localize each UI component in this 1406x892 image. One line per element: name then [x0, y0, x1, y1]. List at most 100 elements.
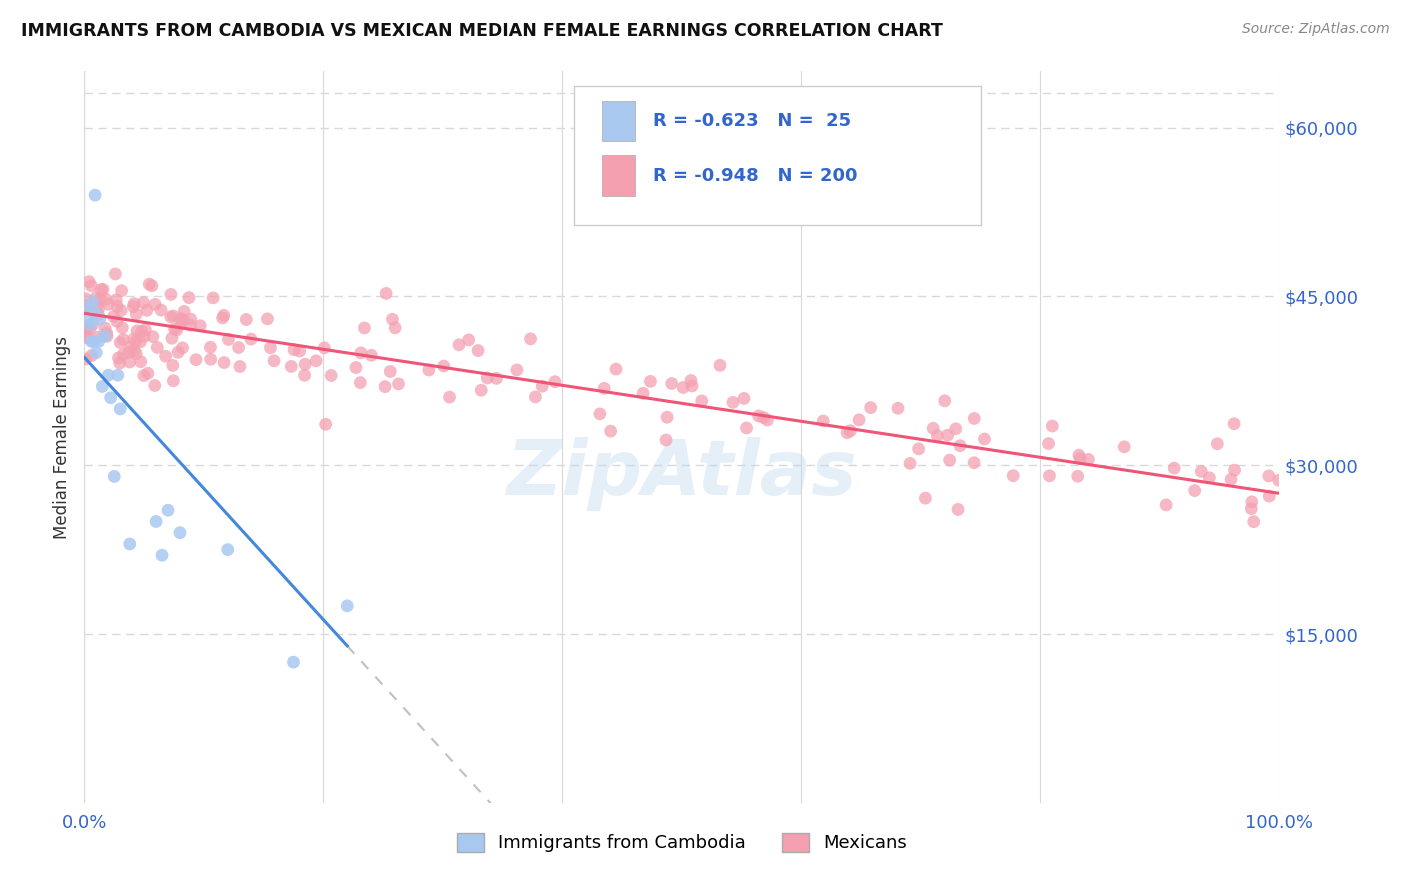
Text: Source: ZipAtlas.com: Source: ZipAtlas.com: [1241, 22, 1389, 37]
Point: [211, 310, 233, 325]
Point: [184, 352, 207, 367]
Point: [283, 655, 305, 669]
Point: [84, 300, 107, 314]
Point: [1258, 489, 1281, 503]
Point: [259, 341, 281, 355]
Point: [305, 354, 328, 368]
Point: [1067, 448, 1090, 462]
Point: [169, 525, 191, 540]
Point: [1268, 473, 1291, 487]
Point: [752, 410, 775, 425]
Point: [439, 390, 461, 404]
Point: [173, 304, 195, 318]
Point: [1154, 498, 1177, 512]
Point: [84, 306, 107, 320]
Point: [1240, 495, 1263, 509]
Point: [263, 354, 285, 368]
Point: [125, 347, 148, 361]
Point: [655, 410, 678, 425]
Point: [1206, 436, 1229, 450]
Point: [200, 340, 222, 354]
Point: [837, 425, 859, 440]
Point: [907, 442, 929, 456]
Point: [1069, 451, 1091, 466]
Point: [294, 357, 316, 371]
Point: [180, 312, 202, 326]
Point: [756, 413, 779, 427]
Point: [1184, 483, 1206, 498]
Point: [721, 395, 744, 409]
Point: [927, 428, 949, 442]
Point: [110, 401, 132, 416]
Point: [79, 318, 101, 332]
Point: [914, 491, 936, 505]
Point: [89, 292, 111, 306]
Point: [380, 364, 402, 378]
Point: [1038, 468, 1060, 483]
Point: [593, 381, 616, 395]
Point: [162, 359, 184, 373]
Point: [177, 291, 200, 305]
Point: [108, 356, 131, 370]
Point: [934, 393, 956, 408]
Point: [1240, 501, 1263, 516]
Point: [110, 303, 132, 318]
Point: [122, 296, 145, 310]
Point: [963, 456, 986, 470]
Point: [524, 390, 547, 404]
Point: [1002, 468, 1025, 483]
Point: [949, 439, 972, 453]
Point: [125, 307, 148, 321]
Point: [599, 424, 621, 438]
Point: [125, 334, 148, 349]
Point: [946, 502, 969, 516]
Point: [887, 401, 910, 416]
Point: [631, 386, 654, 401]
Y-axis label: Median Female Earnings: Median Female Earnings: [53, 335, 72, 539]
Point: [155, 349, 177, 363]
Point: [217, 332, 239, 346]
Point: [315, 417, 337, 432]
Point: [477, 371, 499, 385]
Point: [1223, 417, 1246, 431]
Point: [163, 322, 186, 336]
Point: [589, 407, 612, 421]
Point: [83, 334, 105, 349]
Point: [97, 368, 120, 383]
Point: [127, 324, 149, 338]
Point: [344, 360, 367, 375]
Point: [104, 267, 127, 281]
Point: [375, 286, 398, 301]
Point: [321, 368, 343, 383]
Point: [112, 333, 135, 347]
Point: [170, 317, 193, 331]
Point: [212, 309, 235, 323]
Point: [134, 323, 156, 337]
Point: [129, 354, 152, 368]
Point: [200, 352, 222, 367]
Point: [96, 329, 118, 343]
Point: [418, 363, 440, 377]
Point: [75, 301, 97, 315]
Point: [122, 343, 145, 358]
Text: R = -0.623   N =  25: R = -0.623 N = 25: [654, 112, 852, 130]
Point: [655, 433, 678, 447]
Point: [87, 308, 110, 322]
Point: [76, 330, 98, 344]
Point: [107, 351, 129, 365]
Point: [839, 424, 862, 438]
Point: [135, 303, 157, 318]
Point: [202, 291, 225, 305]
Point: [433, 359, 456, 373]
Point: [217, 542, 239, 557]
Point: [103, 469, 125, 483]
Point: [859, 401, 882, 415]
Point: [973, 432, 995, 446]
Point: [96, 326, 118, 340]
Point: [138, 277, 160, 292]
Point: [387, 376, 409, 391]
Point: [1067, 469, 1090, 483]
Legend: Immigrants from Cambodia, Mexicans: Immigrants from Cambodia, Mexicans: [450, 826, 914, 860]
FancyBboxPatch shape: [602, 155, 636, 195]
Point: [256, 311, 278, 326]
